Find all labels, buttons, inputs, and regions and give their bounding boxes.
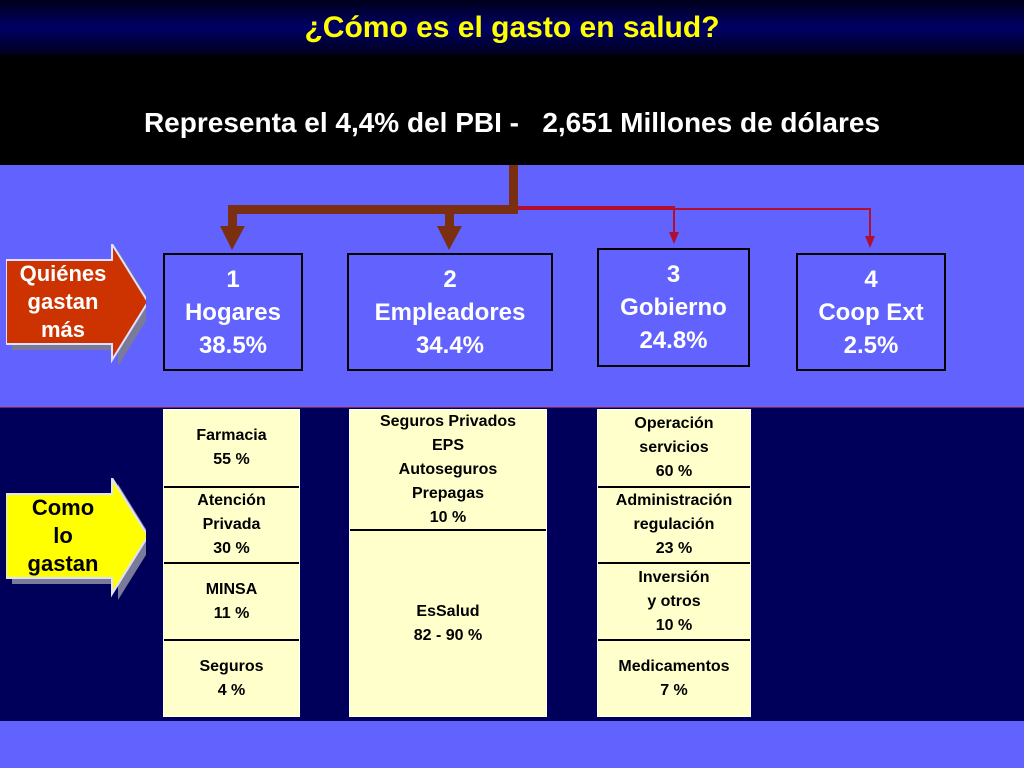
- cell-line: Administración: [615, 492, 733, 509]
- cell-line: Atención: [197, 492, 266, 509]
- payer-box-gobierno: 3 Gobierno 24.8%: [597, 248, 750, 367]
- cell-line: EsSalud: [416, 602, 480, 620]
- payer-box-hogares: 1 Hogares 38.5%: [163, 253, 303, 371]
- cell-line: 10 %: [429, 508, 467, 526]
- payer-box-empleadores: 2 Empleadores 34.4%: [347, 253, 553, 371]
- cell-line: Autoseguros: [398, 460, 498, 478]
- breakdown-cell: MINSA 11 %: [164, 564, 299, 641]
- payer-box-coop-ext: 4 Coop Ext 2.5%: [796, 253, 946, 371]
- footer-band: [0, 721, 1024, 768]
- cell-line: 60 %: [655, 463, 693, 480]
- cell-line: MINSA: [205, 580, 258, 598]
- payer-share: 2.5%: [843, 331, 899, 359]
- slide-title: ¿Cómo es el gasto en salud?: [0, 0, 1024, 55]
- cell-line: Operación: [634, 415, 714, 432]
- cell-line: regulación: [633, 516, 715, 533]
- how-spent-tag: Como lo gastan: [6, 478, 146, 608]
- how-tag-line: Como: [31, 495, 95, 520]
- cell-line: 30 %: [213, 540, 250, 557]
- cell-line: 4 %: [217, 681, 246, 699]
- cell-line: 10 %: [655, 616, 693, 634]
- cell-line: 7 %: [660, 681, 688, 699]
- how-tag-line: gastan: [27, 551, 99, 576]
- breakdown-cell: Seguros 4 %: [164, 641, 299, 716]
- how-tag-line: lo: [53, 523, 73, 548]
- payer-share: 24.8%: [639, 327, 708, 354]
- cell-line: 55 %: [213, 451, 250, 468]
- gobierno-breakdown: Operación servicios 60 % Administración …: [597, 409, 751, 717]
- breakdown-cell: Farmacia 55 %: [164, 410, 299, 488]
- cell-line: Prepagas: [411, 484, 485, 502]
- breakdown-cell: Administración regulación 23 %: [598, 488, 750, 564]
- payer-number: 3: [666, 261, 681, 288]
- slide-subtitle: Representa el 4,4% del PBI - 2,651 Millo…: [0, 55, 1024, 165]
- cell-line: Privada: [202, 516, 261, 533]
- breakdown-cell: Atención Privada 30 %: [164, 488, 299, 564]
- breakdown-cell: Medicamentos 7 %: [598, 641, 750, 716]
- cell-line: EPS: [431, 436, 464, 454]
- who-tag-line: más: [40, 317, 86, 342]
- who-spends-tag: Quiénes gastan más: [6, 244, 146, 374]
- payer-share: 34.4%: [415, 331, 485, 359]
- payer-number: 1: [226, 265, 240, 293]
- hogares-breakdown: Farmacia 55 % Atención Privada 30 % MINS…: [163, 409, 300, 717]
- cell-line: Seguros: [199, 657, 264, 675]
- who-tag-line: gastan: [27, 289, 99, 314]
- payer-number: 2: [443, 265, 457, 293]
- cell-line: 11 %: [213, 604, 250, 622]
- breakdown-cell: Seguros Privados EPS Autoseguros Prepaga…: [350, 410, 546, 531]
- breakdown-cell: EsSalud 82 - 90 %: [350, 531, 546, 716]
- payer-name: Hogares: [184, 298, 282, 326]
- breakdown-cell: Operación servicios 60 %: [598, 410, 750, 488]
- cell-line: y otros: [647, 592, 701, 610]
- cell-line: Seguros Privados: [379, 412, 517, 430]
- breakdown-cell: Inversión y otros 10 %: [598, 564, 750, 641]
- who-tag-line: Quiénes: [19, 261, 107, 286]
- cell-line: Medicamentos: [618, 657, 730, 675]
- cell-line: servicios: [639, 439, 709, 456]
- payer-name: Empleadores: [374, 298, 526, 326]
- cell-line: 82 - 90 %: [413, 626, 483, 644]
- thick-connectors: [220, 165, 518, 250]
- payer-share: 38.5%: [198, 331, 268, 359]
- payer-name: Coop Ext: [818, 298, 924, 326]
- cell-line: Farmacia: [196, 427, 267, 444]
- cell-line: 23 %: [655, 540, 693, 557]
- payer-name: Gobierno: [620, 294, 727, 321]
- empleadores-breakdown: Seguros Privados EPS Autoseguros Prepaga…: [349, 409, 547, 717]
- thin-connectors: [518, 206, 871, 238]
- payer-number: 4: [864, 265, 878, 293]
- cell-line: Inversión: [638, 568, 710, 586]
